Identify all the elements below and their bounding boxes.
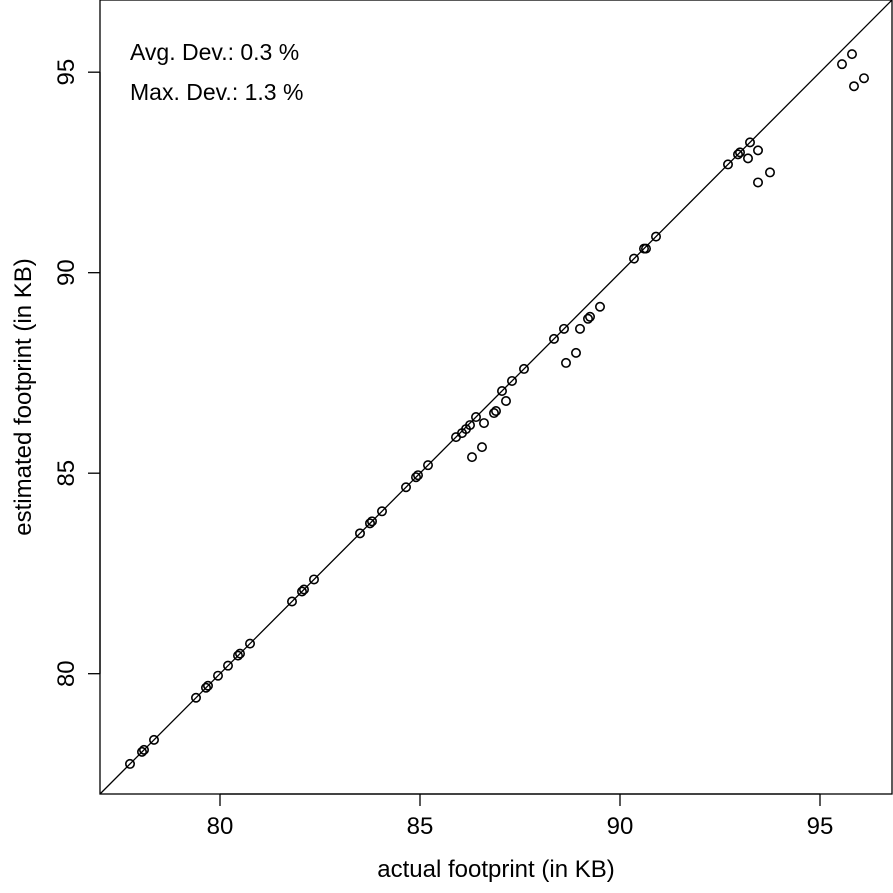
data-point	[296, 586, 307, 597]
data-point	[233, 650, 244, 661]
y-tick-label: 80	[53, 660, 80, 687]
avg-deviation-annotation: Avg. Dev.: 0.3 %	[130, 39, 299, 65]
max-deviation-annotation: Max. Dev.: 1.3 %	[130, 79, 303, 105]
data-point	[139, 744, 150, 755]
data-point	[235, 648, 246, 659]
data-point	[584, 311, 595, 322]
y-axis-ticks: 80 85 90 95	[53, 59, 100, 687]
data-point	[506, 375, 517, 386]
data-point	[548, 333, 559, 344]
data-point	[245, 638, 256, 649]
data-point	[836, 59, 847, 70]
data-point	[742, 153, 753, 164]
data-point	[722, 159, 733, 170]
data-point	[478, 418, 489, 429]
data-point	[354, 528, 365, 539]
data-point	[364, 518, 375, 529]
y-axis-label: estimated footprint (in KB)	[10, 258, 37, 535]
data-point	[201, 682, 212, 693]
data-point	[213, 670, 224, 681]
x-tick-label: 80	[207, 813, 234, 840]
x-axis: 80 85 90 95	[207, 793, 834, 840]
y-tick-label: 85	[53, 460, 80, 487]
data-point	[582, 313, 593, 324]
data-point	[848, 81, 859, 92]
x-axis-label: actual footprint (in KB)	[377, 856, 614, 883]
data-point	[570, 347, 581, 358]
data-point	[846, 49, 857, 60]
data-point	[223, 660, 234, 671]
data-point	[594, 301, 605, 312]
data-point	[422, 460, 433, 471]
x-axis-ticks: 80 85 90 95	[207, 794, 834, 840]
data-point	[410, 472, 421, 483]
data-point	[490, 406, 501, 417]
data-point	[734, 147, 745, 158]
data-point	[500, 396, 511, 407]
data-point	[558, 323, 569, 334]
data-point	[298, 584, 309, 595]
data-point	[640, 243, 651, 254]
data-point	[764, 167, 775, 178]
data-point	[744, 137, 755, 148]
data-point	[149, 734, 160, 745]
data-point	[628, 253, 639, 264]
data-point	[464, 420, 475, 431]
data-point	[308, 574, 319, 585]
data-point	[137, 746, 148, 757]
data-point	[496, 385, 507, 396]
x-tick-label: 85	[407, 813, 434, 840]
data-point	[466, 452, 477, 463]
data-point	[400, 482, 411, 493]
x-tick-label: 95	[807, 813, 834, 840]
data-point	[286, 596, 297, 607]
y-axis: 80 85 90 95	[53, 59, 101, 687]
y-tick-label: 95	[53, 59, 80, 86]
data-point	[470, 412, 481, 423]
data-points	[125, 49, 869, 769]
data-point	[366, 516, 377, 527]
data-point	[488, 408, 499, 419]
y-tick-label: 90	[53, 259, 80, 286]
data-point	[574, 323, 585, 334]
x-tick-label: 90	[607, 813, 634, 840]
data-point	[476, 442, 487, 453]
data-point	[858, 73, 869, 84]
data-point	[191, 692, 202, 703]
data-point	[376, 506, 387, 517]
data-point	[650, 231, 661, 242]
data-point	[752, 145, 763, 156]
data-point	[752, 177, 763, 188]
data-point	[125, 758, 136, 769]
data-point	[412, 470, 423, 481]
reference-line-y-equals-x	[99, 0, 893, 795]
data-point	[518, 363, 529, 374]
data-point	[732, 149, 743, 160]
data-point	[560, 357, 571, 368]
data-point	[203, 680, 214, 691]
